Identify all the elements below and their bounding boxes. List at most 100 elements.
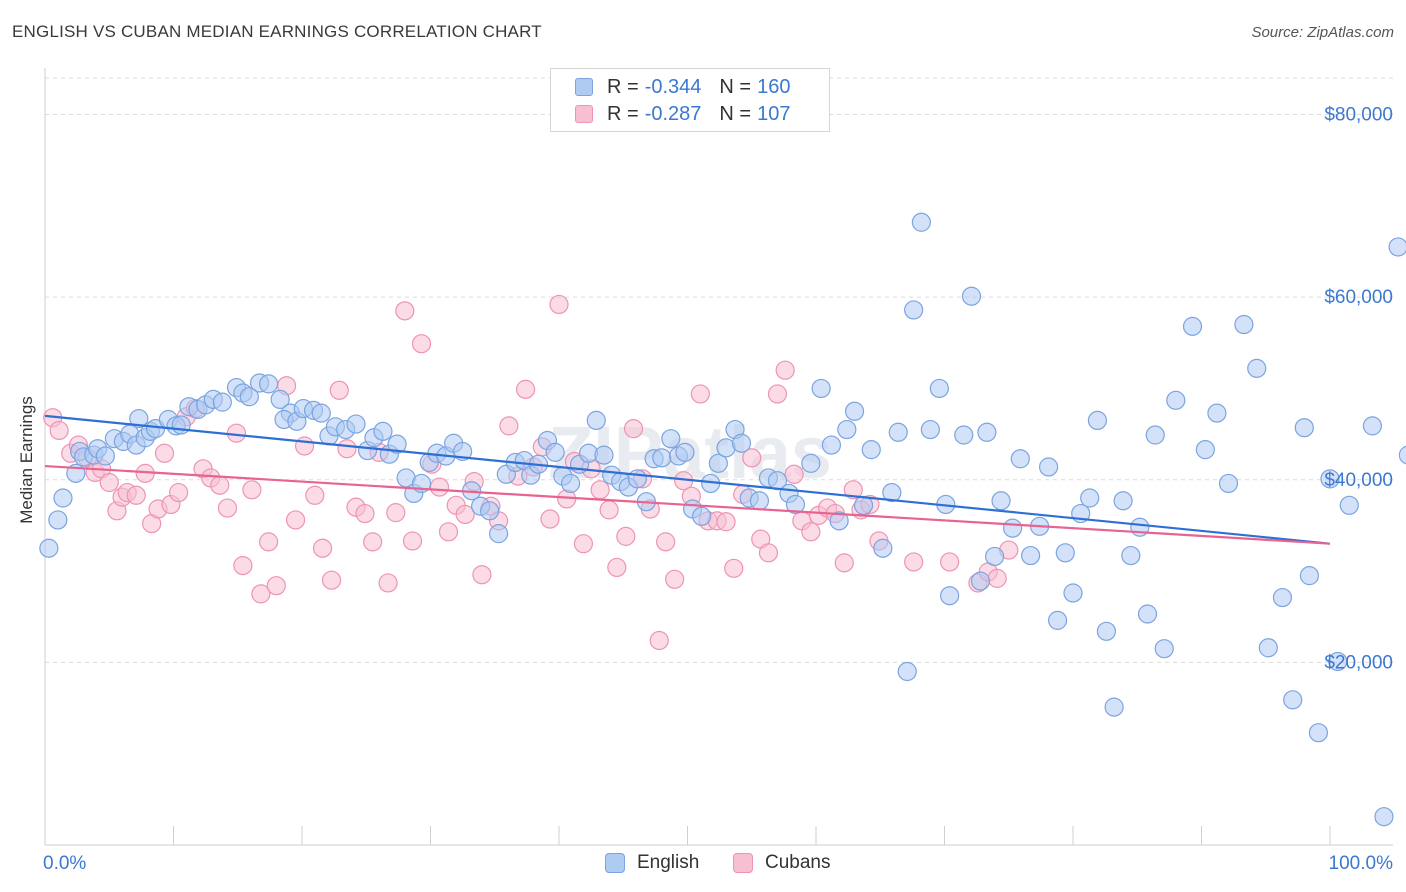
english-point [861,440,881,460]
english-point [1121,545,1141,566]
r-value: -0.344 [644,75,702,98]
english-series [39,212,1406,827]
english-point [258,374,279,394]
n-label: N = [719,75,752,98]
trend-lines [44,414,1331,545]
r-value: -0.287 [644,102,702,125]
english-point [95,446,115,466]
cubans-point [386,503,406,523]
english-point [1299,566,1320,586]
r-label: R = [607,75,639,98]
english-point [545,442,565,462]
english-point [873,538,893,558]
english-point [1320,469,1340,489]
english-point [821,435,842,455]
english-point [1080,488,1100,508]
english-point [991,491,1011,511]
n-value: 160 [757,75,791,98]
cubans-point [784,464,804,484]
cubans-point [665,569,685,589]
english-point [1283,690,1303,710]
chart-title: ENGLISH VS CUBAN MEDIAN EARNINGS CORRELA… [12,22,542,41]
cubans-point [312,538,333,558]
english-point [829,511,849,531]
cubans-point [775,360,795,380]
legend-item-cubans: Cubans [733,852,831,874]
cubans-point [616,526,636,546]
cubans-point [329,380,349,400]
english-point [1182,316,1203,336]
english-point [1272,587,1293,608]
english-point [129,408,149,429]
cubans-point [126,485,146,505]
y-tick-label: $40,000 [1324,470,1393,491]
english-point [929,378,949,399]
cubans-point [395,301,415,321]
cubans-point [515,379,536,399]
cubans-point [285,510,306,530]
english-label: English [637,852,700,873]
english-point [661,429,681,449]
cubans-point [233,555,253,576]
cubans-point [210,475,230,495]
english-point [1294,418,1314,438]
english-point [1195,440,1215,460]
cubans-point [607,557,627,578]
r-label: R = [607,102,639,125]
n-value: 107 [757,102,791,125]
english-point [270,389,290,410]
english-point [731,433,752,453]
english-point [1166,390,1186,410]
english-point [1308,723,1329,743]
english-point [1388,237,1406,257]
cubans-point [305,485,325,505]
english-point [212,392,232,412]
correlation-legend: R = -0.344 N = 160 R = -0.287 N = 107 [550,68,830,132]
english-point [675,442,695,462]
english-point [1096,621,1117,641]
cubans-point [599,500,619,520]
cubans-point [455,504,475,525]
cubans-point [540,509,560,529]
y-tick-label: $20,000 [1324,652,1393,673]
y-tick-label: $60,000 [1324,287,1393,308]
cubans-swatch [575,105,593,123]
cubans-point [402,531,423,551]
source-credit: Source: ZipAtlas.com [1251,24,1394,41]
english-point [1258,638,1278,658]
english-point [749,491,770,511]
english-swatch [575,78,593,96]
tick-labels: $20,000 $40,000 $60,000 $80,000 0.0% 100.0% [43,105,1393,874]
english-point [844,401,865,421]
english-point [785,494,806,515]
english-point [39,538,59,558]
english-point [911,212,931,232]
english-point [985,546,1005,567]
english-point [882,482,902,503]
cubans-point [321,570,342,590]
english-point [53,488,73,508]
english-point [708,453,728,473]
cubans-point [724,558,744,578]
series-legend: English Cubans [0,852,1406,878]
english-point [811,378,831,399]
cubans-point [429,477,450,497]
english-point [387,434,407,454]
english-point [920,419,940,440]
cubans-point [758,543,779,563]
cubans-point [49,420,69,441]
english-point [1087,410,1108,431]
english-point [940,586,960,606]
english-point [627,469,647,489]
cubans-point [742,448,762,468]
english-point [970,571,991,591]
cubans-point [843,480,863,500]
cubans-point [266,576,286,596]
cubans-point [472,565,492,585]
cubans-point [549,294,569,315]
english-point [1113,491,1133,511]
cubans-point [940,552,960,572]
cubans-point [690,384,710,404]
english-point [652,448,672,468]
english-point [480,501,500,521]
